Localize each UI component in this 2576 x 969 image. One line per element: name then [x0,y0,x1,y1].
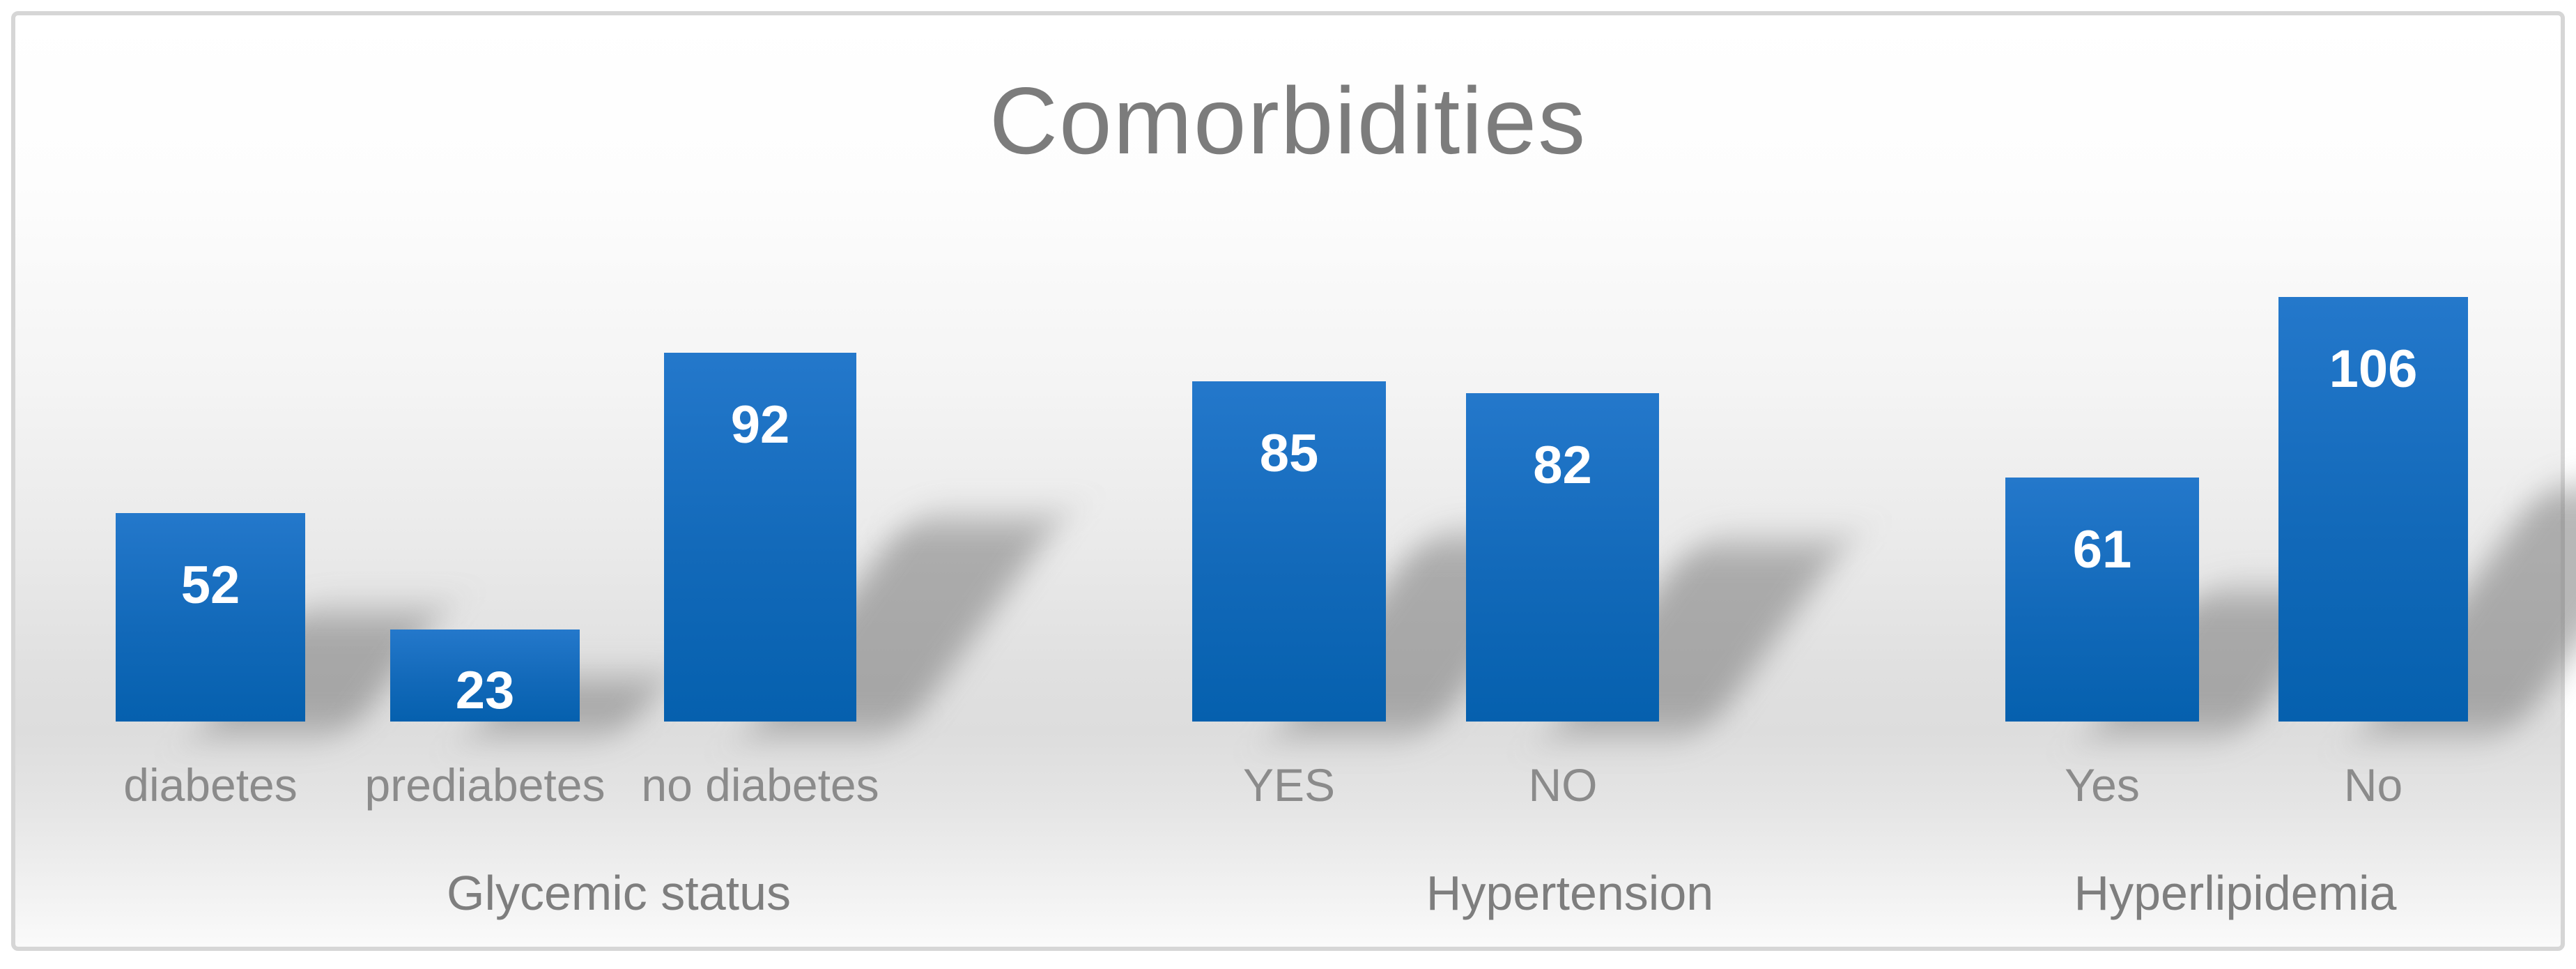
group-label-glycemic-status: Glycemic status [447,866,791,920]
bar-value-label: 23 [455,661,515,720]
bar-hypertension-no: 82 [1466,393,1659,722]
category-label-no-diabetes: no diabetes [641,759,879,811]
bar-value-label: 106 [2329,339,2418,399]
bar-glycemic-status-prediabetes: 23 [390,630,580,722]
bar-hyperlipidemia-yes: 61 [2005,478,2199,722]
category-label-yes: YES [1242,759,1336,811]
plot-area: 52 diabetes 23 prediabetes 92 no diabetes Glyc… [15,15,2576,938]
category-label-yes: Yes [2065,759,2140,811]
category-label-no: NO [1528,759,1598,811]
category-label-no: No [2343,759,2403,811]
bar-hyperlipidemia-no: 106 [2278,297,2468,722]
category-label-diabetes: diabetes [123,759,298,811]
bar-glycemic-status-diabetes: 52 [116,513,305,722]
bar-value-label: 82 [1533,436,1592,495]
group-label-hyperlipidemia: Hyperlipidemia [2074,866,2397,920]
bar-value-label: 85 [1259,424,1319,483]
group-label-hypertension: Hypertension [1426,866,1714,920]
category-label-prediabetes: prediabetes [364,759,606,811]
comorbidities-bar-chart: Comorbidities 52 diabetes 23 prediabetes 92 n… [11,11,2576,951]
bar-value-label: 92 [730,395,790,455]
chart-title: Comorbidities [989,68,1587,174]
bar-value-label: 52 [180,556,240,615]
bar-glycemic-status-no-diabetes: 92 [664,353,856,722]
bar-value-label: 61 [2072,520,2132,579]
bar-hypertension-yes: 85 [1192,381,1386,722]
